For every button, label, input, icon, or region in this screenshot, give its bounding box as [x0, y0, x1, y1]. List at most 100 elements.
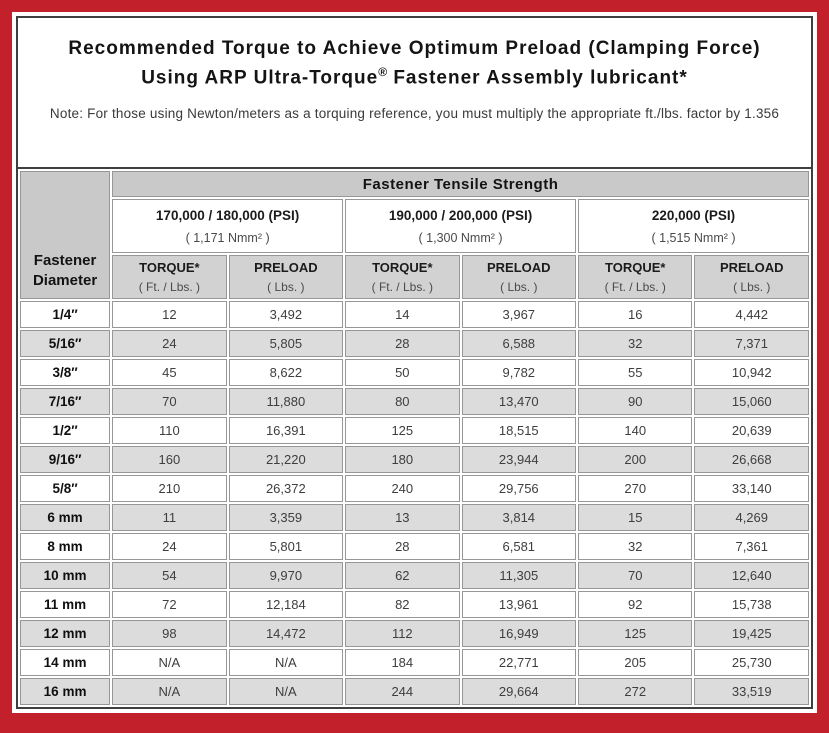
value-cell: 19,425	[694, 620, 809, 647]
preload-unit-label: ( Lbs. )	[733, 280, 771, 294]
value-cell: 12,640	[694, 562, 809, 589]
corner-header-line-2: Diameter	[32, 271, 98, 289]
preload-label: PRELOAD	[254, 260, 318, 275]
diameter-cell: 7/16″	[20, 388, 111, 415]
value-cell: 70	[112, 388, 227, 415]
diameter-cell: 5/16″	[20, 330, 111, 357]
table-row: 10 mm 54 9,970 62 11,305 70 12,640	[20, 562, 809, 589]
value-cell: 12,184	[228, 591, 344, 618]
value-cell: 10,942	[694, 359, 809, 386]
diameter-cell: 16 mm	[20, 678, 111, 705]
preload-column-header: PRELOAD ( Lbs. )	[228, 255, 344, 299]
value-cell: 240	[345, 475, 460, 502]
value-cell: 16	[578, 301, 693, 328]
table-row: 11 mm 72 12,184 82 13,961 92 15,738	[20, 591, 809, 618]
value-cell: 32	[578, 330, 693, 357]
value-cell: N/A	[112, 649, 227, 676]
value-cell: 9,782	[461, 359, 577, 386]
value-cell: 14,472	[228, 620, 344, 647]
preload-label: PRELOAD	[719, 260, 784, 275]
value-cell: 3,492	[228, 301, 344, 328]
value-cell: 29,756	[461, 475, 577, 502]
psi-group-header: 170,000 / 180,000 (PSI) ( 1,171 Nmm² )	[112, 199, 344, 253]
value-cell: 11,880	[228, 388, 344, 415]
title-line-2: Using ARP Ultra-Torque® Fastener Assembl…	[26, 63, 803, 93]
value-cell: 5,805	[228, 330, 344, 357]
torque-column-header: TORQUE* ( Ft. / Lbs. )	[345, 255, 460, 299]
value-cell: 70	[578, 562, 693, 589]
table-row: 7/16″ 70 11,880 80 13,470 90 15,060	[20, 388, 809, 415]
torque-unit-label: ( Ft. / Lbs. )	[604, 280, 666, 294]
nmm-rating-label: ( 1,300 Nmm² )	[418, 230, 503, 245]
value-cell: 9,970	[228, 562, 344, 589]
psi-group-header: 220,000 (PSI) ( 1,515 Nmm² )	[578, 199, 809, 253]
preload-column-header: PRELOAD ( Lbs. )	[461, 255, 577, 299]
value-cell: 20,639	[694, 417, 809, 444]
value-cell: 110	[112, 417, 227, 444]
diameter-cell: 8 mm	[20, 533, 111, 560]
torque-column-header: TORQUE* ( Ft. / Lbs. )	[112, 255, 227, 299]
value-cell: 6,581	[461, 533, 577, 560]
value-cell: 50	[345, 359, 460, 386]
table-row: 3/8″ 45 8,622 50 9,782 55 10,942	[20, 359, 809, 386]
value-cell: 125	[345, 417, 460, 444]
value-cell: 55	[578, 359, 693, 386]
value-cell: 82	[345, 591, 460, 618]
torque-label: TORQUE*	[605, 260, 666, 275]
torque-unit-label: ( Ft. / Lbs. )	[138, 280, 201, 294]
psi-group-header-row: 170,000 / 180,000 (PSI) ( 1,171 Nmm² ) 190…	[20, 199, 809, 253]
table-row: 1/2″ 110 16,391 125 18,515 140 20,639	[20, 417, 809, 444]
value-cell: 11	[112, 504, 227, 531]
page-title: Recommended Torque to Achieve Optimum Pr…	[18, 18, 811, 121]
diameter-cell: 1/2″	[20, 417, 111, 444]
value-cell: 7,371	[694, 330, 809, 357]
value-cell: 6,588	[461, 330, 577, 357]
value-cell: 13,961	[461, 591, 577, 618]
value-cell: 8,622	[228, 359, 344, 386]
preload-unit-label: ( Lbs. )	[267, 280, 305, 294]
value-cell: 125	[578, 620, 693, 647]
value-cell: 3,359	[228, 504, 344, 531]
value-cell: N/A	[228, 649, 344, 676]
document-page: Recommended Torque to Achieve Optimum Pr…	[16, 16, 813, 709]
value-cell: 4,269	[694, 504, 809, 531]
value-cell: 200	[578, 446, 693, 473]
title-line-2-text: Using ARP Ultra-Torque	[141, 67, 379, 89]
value-cell: 13	[345, 504, 460, 531]
value-cell: 90	[578, 388, 693, 415]
tensile-strength-header: Fastener Tensile Strength	[112, 171, 809, 197]
value-cell: 140	[578, 417, 693, 444]
diameter-cell: 12 mm	[20, 620, 111, 647]
value-cell: 80	[345, 388, 460, 415]
value-cell: 32	[578, 533, 693, 560]
torque-column-header: TORQUE* ( Ft. / Lbs. )	[578, 255, 693, 299]
value-cell: 62	[345, 562, 460, 589]
value-cell: 45	[112, 359, 227, 386]
value-cell: 28	[345, 533, 460, 560]
value-cell: 24	[112, 533, 227, 560]
value-cell: 184	[345, 649, 460, 676]
value-cell: 3,967	[461, 301, 577, 328]
psi-rating-label: 190,000 / 200,000 (PSI)	[388, 207, 533, 223]
torque-label: TORQUE*	[139, 260, 200, 275]
table-row: 5/16″ 24 5,805 28 6,588 32 7,371	[20, 330, 809, 357]
value-cell: 205	[578, 649, 693, 676]
value-cell: 16,391	[228, 417, 344, 444]
nmm-rating-label: ( 1,171 Nmm² )	[185, 230, 270, 245]
value-cell: 26,668	[694, 446, 809, 473]
value-cell: 21,220	[228, 446, 344, 473]
value-cell: 13,470	[461, 388, 577, 415]
table-row: 1/4″ 12 3,492 14 3,967 16 4,442	[20, 301, 809, 328]
value-cell: 270	[578, 475, 693, 502]
column-subheader-row: TORQUE* ( Ft. / Lbs. ) PRELOAD ( Lbs. ) TORQ…	[20, 255, 809, 299]
table-row: 12 mm 98 14,472 112 16,949 125 19,425	[20, 620, 809, 647]
value-cell: 12	[112, 301, 227, 328]
registered-trademark-symbol: ®	[378, 65, 388, 80]
value-cell: 15,738	[694, 591, 809, 618]
corner-header-fastener-diameter: Fastener Diameter	[20, 171, 111, 299]
conversion-note: Note: For those using Newton/meters as a…	[49, 106, 780, 122]
value-cell: 22,771	[461, 649, 577, 676]
psi-rating-label: 220,000 (PSI)	[651, 207, 736, 223]
value-cell: 15	[578, 504, 693, 531]
corner-header-line-1: Fastener	[33, 252, 97, 269]
